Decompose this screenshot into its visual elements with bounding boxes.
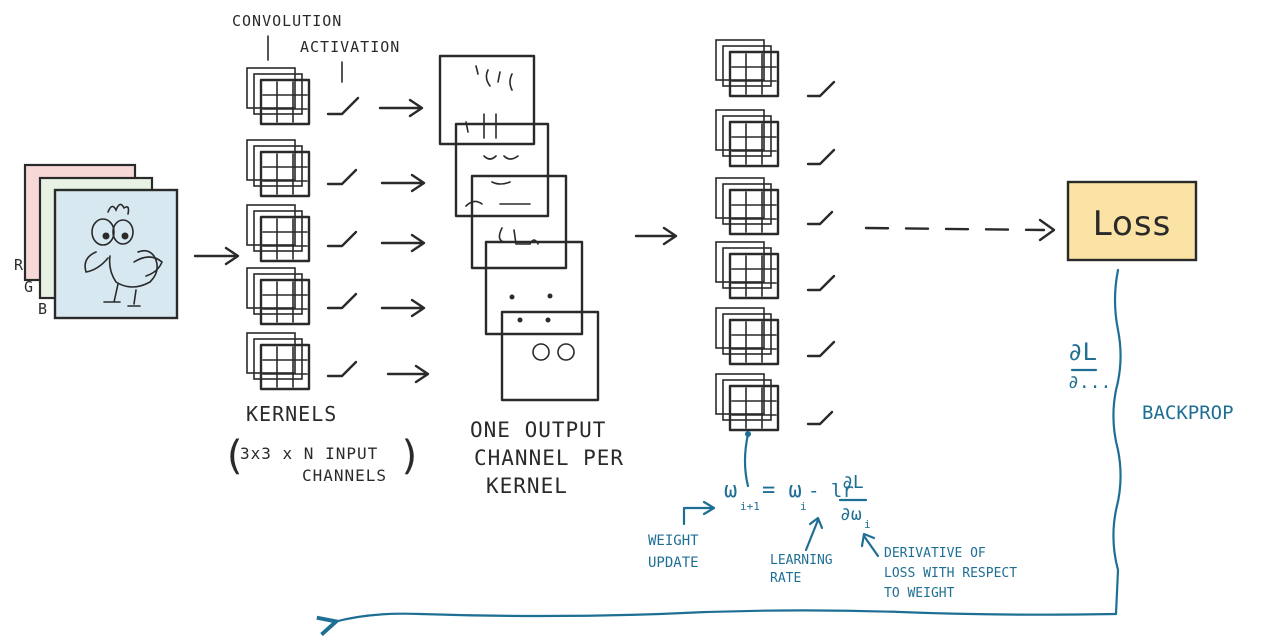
channel-b-label: B: [38, 300, 49, 318]
backprop-path: [334, 268, 1122, 622]
input-arrow: [193, 246, 240, 266]
feature-maps: [438, 54, 600, 402]
learning-rate-label: LEARNING RATE: [770, 553, 833, 586]
formula-lhs-sub: i+1: [740, 500, 760, 513]
update-pointer: [743, 432, 750, 488]
weight-update-label: WEIGHT UPDATE: [648, 533, 699, 571]
bird-drawing: [84, 203, 163, 307]
arrows-to-feature-maps: [378, 98, 430, 384]
formula-lhs: ω: [724, 478, 738, 503]
weight-update-arrow: [682, 500, 716, 526]
input-image-stack: [23, 163, 179, 320]
formula-eq-sub: i: [800, 500, 807, 513]
kernels-dims-line-2: CHANNELS: [302, 466, 388, 485]
kernels-paren-open: (: [222, 433, 248, 479]
convolution-label: CONVOLUTION: [232, 12, 343, 30]
learning-rate-arrow: [804, 516, 824, 552]
loss-label: Loss: [1092, 204, 1172, 244]
derivative-label-line-3: TO WEIGHT: [884, 586, 955, 601]
loss-box: [1066, 180, 1198, 262]
activation-column-2: [806, 80, 836, 426]
formula-eq: = ω: [762, 478, 802, 503]
arrow-to-conv-2: [634, 226, 678, 246]
output-label-line-1: ONE OUTPUT: [470, 418, 607, 442]
grad-numerator: ∂L: [1068, 338, 1097, 366]
kernels-dims-line-1: 3x3 x N INPUT: [240, 444, 379, 463]
formula-frac-num: ∂L: [842, 472, 864, 493]
channel-g-label: G: [24, 278, 35, 296]
formula-lr: - lr: [808, 480, 854, 502]
formula-frac-den: ∂ω: [840, 504, 862, 525]
channel-r-label: R: [14, 256, 25, 274]
kernels-label: KERNELS: [246, 402, 338, 426]
kernel-column-2: [715, 39, 780, 432]
formula-frac-den-sub: i: [864, 518, 871, 531]
kernel-column-1: [246, 67, 311, 391]
derivative-arrow: [860, 532, 880, 558]
output-label-line-3: KERNEL: [486, 474, 568, 498]
activation-label: ACTIVATION: [300, 38, 401, 56]
grad-denominator: ∂...: [1068, 372, 1112, 393]
derivative-label-line-2: LOSS WITH RESPECT: [884, 566, 1018, 581]
backprop-label: BACKPROP: [1142, 402, 1234, 424]
derivative-label-line-1: DERIVATIVE OF: [884, 546, 986, 561]
activation-column-1: [326, 96, 360, 378]
kernels-paren-close: ): [398, 433, 424, 479]
output-label-line-2: CHANNEL PER: [474, 446, 625, 470]
dashed-arrow-to-loss: [864, 226, 1046, 232]
